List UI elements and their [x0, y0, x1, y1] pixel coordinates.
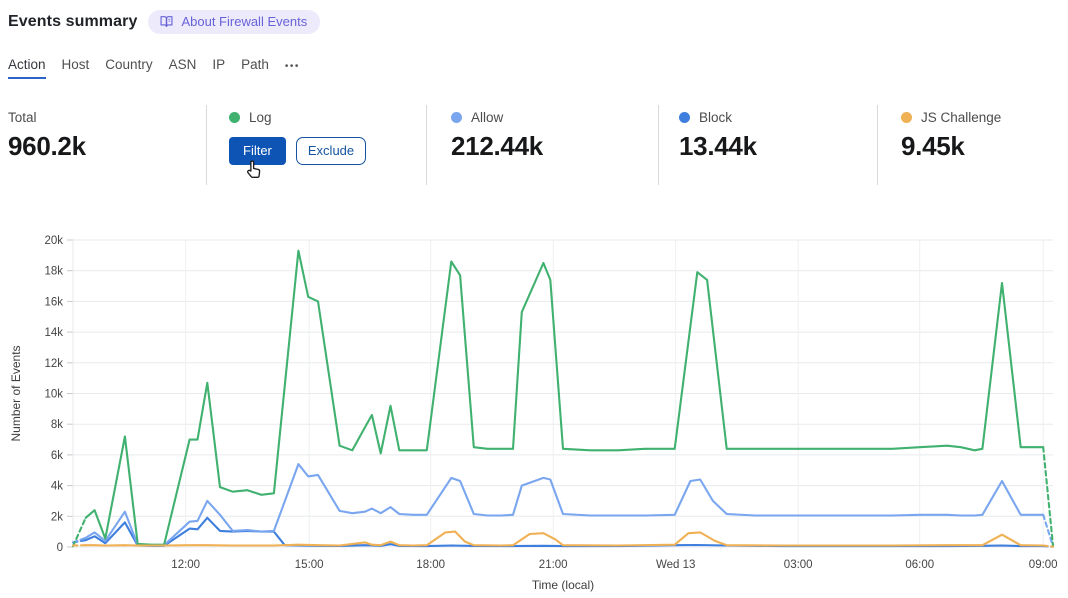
stat-value-js-challenge: 9.45k [901, 131, 965, 161]
tab-host[interactable]: Host [61, 57, 90, 72]
stat-card-total: Total 960.2k [0, 105, 206, 185]
svg-text:10k: 10k [44, 389, 63, 401]
svg-text:18:00: 18:00 [416, 559, 445, 571]
events-chart-svg[interactable]: 0 2k 4k 6k 8k 10k 12k 14k 16k 18k 20k 12:00 15:00 18:… [0, 225, 1068, 598]
tab-country[interactable]: Country [105, 57, 153, 72]
stat-label-total: Total [8, 110, 37, 125]
log-legend-dot [229, 112, 240, 123]
svg-text:Time (local): Time (local) [532, 578, 594, 592]
stat-card-log: Log Filter Exclude [206, 105, 426, 185]
svg-text:20k: 20k [44, 235, 63, 247]
js-challenge-legend-dot [901, 112, 912, 123]
stat-card-js-challenge: JS Challenge 9.45k [877, 105, 1068, 185]
log-actions: Filter Exclude [229, 137, 426, 165]
about-badge-label: About Firewall Events [181, 14, 308, 29]
svg-text:16k: 16k [44, 296, 63, 308]
svg-text:06:00: 06:00 [905, 559, 934, 571]
about-firewall-events-link[interactable]: About Firewall Events [148, 10, 321, 34]
allow-legend-dot [451, 112, 462, 123]
svg-text:0: 0 [57, 542, 63, 554]
svg-text:21:00: 21:00 [539, 559, 568, 571]
stat-label-allow: Allow [471, 110, 504, 125]
tabs-more-button[interactable]: ••• [284, 61, 300, 72]
header: Events summary About Firewall Events [8, 10, 321, 34]
stat-label-log-row: Log [229, 110, 426, 125]
svg-text:6k: 6k [51, 450, 63, 462]
stats-row: Total 960.2k Log Filter Exclude Allow 21… [0, 105, 1068, 185]
filter-button[interactable]: Filter [229, 137, 286, 165]
svg-text:09:00: 09:00 [1029, 559, 1058, 571]
page-title: Events summary [8, 13, 138, 30]
stat-label-block: Block [699, 110, 733, 125]
svg-text:14k: 14k [44, 327, 63, 339]
svg-text:4k: 4k [51, 481, 63, 493]
open-book-icon [160, 16, 173, 27]
stat-label-block-row: Block [679, 110, 877, 125]
exclude-button[interactable]: Exclude [295, 137, 367, 165]
block-legend-dot [679, 112, 690, 123]
svg-text:Number of Events: Number of Events [9, 345, 23, 441]
svg-text:8k: 8k [51, 419, 63, 431]
dimension-tabs: Action Host Country ASN IP Path ••• [8, 57, 300, 79]
stat-card-block: Block 13.44k [658, 105, 877, 185]
stat-value-allow: 212.44k [451, 131, 543, 161]
svg-text:03:00: 03:00 [784, 559, 813, 571]
svg-text:18k: 18k [44, 266, 63, 278]
stat-label-js-challenge-row: JS Challenge [901, 110, 1068, 125]
tab-ip[interactable]: IP [212, 57, 226, 72]
tab-action[interactable]: Action [8, 57, 46, 79]
svg-text:Wed 13: Wed 13 [656, 559, 695, 571]
events-chart[interactable]: 0 2k 4k 6k 8k 10k 12k 14k 16k 18k 20k 12:00 15:00 18:… [0, 225, 1068, 598]
svg-text:12:00: 12:00 [171, 559, 200, 571]
stat-label-allow-row: Allow [451, 110, 658, 125]
stat-card-allow: Allow 212.44k [426, 105, 658, 185]
svg-text:2k: 2k [51, 511, 63, 523]
tab-asn[interactable]: ASN [168, 57, 197, 72]
svg-text:15:00: 15:00 [295, 559, 324, 571]
stat-label-js-challenge: JS Challenge [921, 110, 1002, 125]
stat-value-total: 960.2k [8, 131, 86, 161]
tab-path[interactable]: Path [241, 57, 269, 72]
stat-label-log: Log [249, 110, 272, 125]
stat-value-block: 13.44k [679, 131, 757, 161]
svg-text:12k: 12k [44, 358, 63, 370]
